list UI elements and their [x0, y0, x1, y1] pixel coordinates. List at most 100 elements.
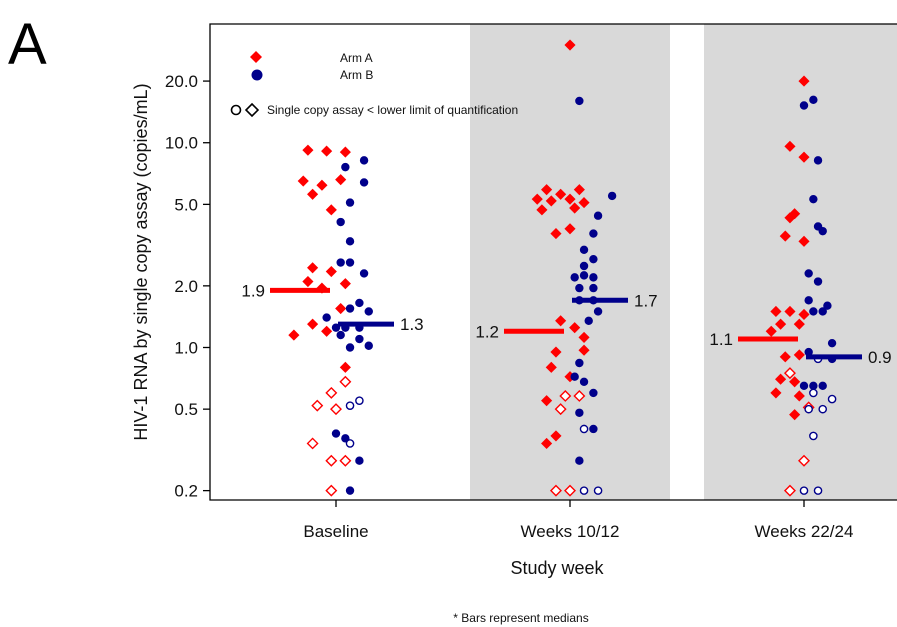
arm-b-point — [359, 156, 369, 165]
arm-b-point — [607, 191, 617, 201]
legend-arm-a-marker — [250, 51, 262, 63]
arm-a-point — [798, 151, 810, 163]
arm-a-point — [339, 361, 351, 373]
arm-a-point — [307, 262, 319, 274]
arm-b-point — [584, 316, 593, 326]
arm-a-point — [550, 228, 562, 240]
arm-a-point — [793, 349, 805, 361]
arm-b-point — [345, 486, 355, 495]
arm-a-point — [793, 318, 805, 330]
arm-b-point — [809, 307, 818, 316]
arm-b-point — [589, 229, 598, 238]
arm-a-point — [316, 179, 328, 191]
plot-frame — [209, 23, 897, 501]
plot-border — [209, 23, 897, 501]
arm-b-point — [570, 273, 579, 282]
arm-b-point — [579, 377, 589, 386]
arm-a-point — [536, 204, 548, 216]
arm-b-point — [589, 283, 598, 293]
arm-a-point — [783, 367, 796, 380]
arm-a-point — [549, 484, 562, 497]
arm-b-point — [799, 381, 809, 391]
arm-b-point — [589, 273, 598, 282]
arm-b-point — [589, 388, 598, 398]
arm-b-point — [823, 301, 832, 310]
arm-b-point — [355, 334, 364, 344]
arm-b-point — [809, 431, 818, 441]
arm-b-point — [813, 486, 823, 495]
arm-b-point — [579, 486, 589, 495]
legend-arm-a-label: Arm A — [340, 51, 373, 65]
arm-a-point — [321, 145, 333, 157]
arm-a-point — [550, 430, 562, 442]
arm-b-median-label: 1.7 — [634, 291, 658, 310]
arm-b-point — [799, 486, 809, 495]
arm-a-point — [302, 275, 314, 288]
legend-arm-b-label: Arm B — [340, 68, 373, 82]
y-axis-title: HIV-1 RNA by single copy assay (copies/m… — [131, 83, 151, 440]
arm-a-point — [789, 409, 801, 421]
legend: Arm A Arm B Single copy assay < lower li… — [230, 51, 518, 118]
arm-b-point — [813, 156, 823, 165]
arm-a-point — [578, 197, 590, 209]
arm-b-point — [364, 307, 373, 316]
arm-b-point — [345, 304, 355, 313]
x-axis: Baseline Weeks 10/12 Weeks 22/24 — [303, 500, 853, 541]
arm-b-point — [809, 388, 818, 398]
arm-a-point — [559, 389, 572, 402]
arm-a-point — [307, 318, 319, 330]
arm-b-point — [345, 237, 355, 246]
arm-b-point — [575, 358, 584, 368]
arm-a-point — [325, 386, 338, 399]
y-tick-label: 0.5 — [174, 400, 198, 419]
arm-a-point — [564, 223, 576, 235]
y-axis: 0.2 0.5 1.0 2.0 5.0 10.0 20.0 — [165, 72, 210, 501]
arm-b-point — [827, 338, 837, 348]
arm-a-point — [288, 329, 300, 341]
arm-b-median-label: 1.3 — [400, 315, 424, 334]
arm-b-point — [570, 372, 579, 381]
arm-b-point — [345, 439, 355, 448]
arm-a-point — [541, 184, 553, 196]
arm-a-point — [793, 390, 805, 402]
legend-open-diamond-marker — [244, 102, 260, 118]
arm-a-point — [325, 454, 338, 467]
arm-a-point — [770, 305, 782, 318]
arm-b-point — [804, 269, 813, 278]
arm-b-point — [818, 381, 827, 391]
arm-b-point — [364, 341, 373, 350]
legend-arm-b-marker — [251, 69, 263, 81]
y-tick-label: 10.0 — [165, 134, 198, 153]
arm-a-point — [339, 278, 351, 290]
arm-b-point — [579, 245, 589, 254]
y-tick-label: 20.0 — [165, 72, 198, 91]
arm-a-point — [578, 331, 590, 343]
arm-a-point — [564, 484, 576, 497]
arm-a-point — [541, 395, 553, 407]
arm-b-point — [331, 323, 341, 332]
arm-a-point — [306, 437, 319, 450]
arm-b-point — [575, 283, 584, 293]
arm-a-point — [798, 454, 810, 467]
arm-b-point — [589, 254, 598, 264]
arm-b-point — [589, 424, 598, 434]
arm-a-point — [531, 193, 543, 205]
y-tick-label: 1.0 — [174, 338, 198, 357]
arm-a-point — [779, 230, 791, 242]
arm-b-point — [575, 456, 584, 465]
arm-a-point — [784, 212, 796, 224]
arm-b-point — [809, 95, 818, 105]
arm-a-point — [779, 351, 791, 363]
arm-a-median-label: 1.9 — [241, 281, 265, 300]
arm-a-point — [302, 144, 314, 156]
arm-b-point — [575, 408, 584, 417]
arm-b-point — [579, 424, 589, 434]
arm-a-point — [573, 184, 585, 196]
arm-b-point — [355, 456, 364, 465]
y-tick-label: 5.0 — [174, 195, 198, 214]
arm-a-point — [798, 235, 810, 247]
arm-a-point — [578, 344, 590, 356]
arm-b-point — [359, 269, 369, 278]
arm-b-median-label: 0.9 — [868, 348, 892, 367]
y-tick-label: 2.0 — [174, 277, 198, 296]
